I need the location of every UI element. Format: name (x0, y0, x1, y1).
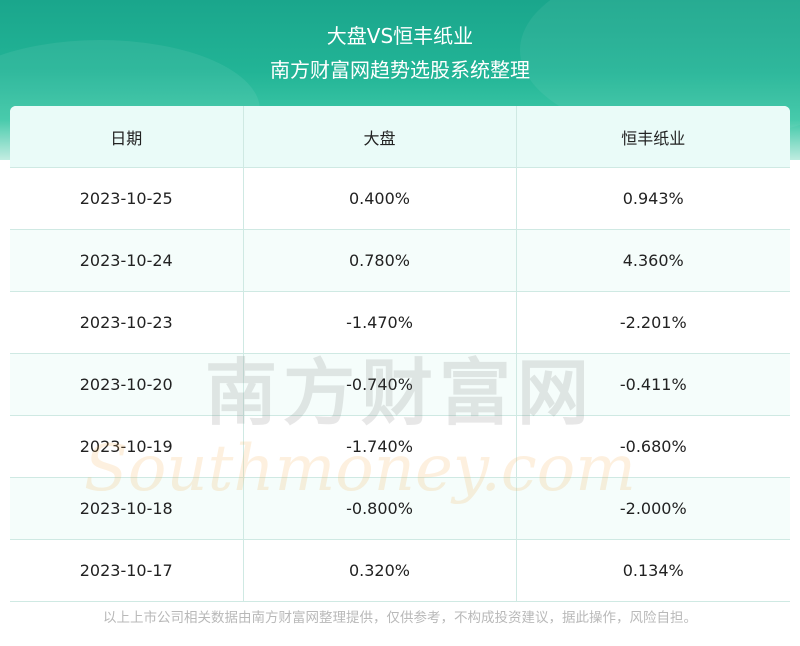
table-row: 2023-10-25 0.400% 0.943% (10, 167, 790, 230)
market-change-cell: -1.470% (243, 291, 517, 354)
table-row: 2023-10-24 0.780% 4.360% (10, 229, 790, 292)
market-change-cell: 0.400% (243, 167, 517, 230)
date-cell: 2023-10-23 (10, 291, 244, 354)
disclaimer-text: 以上上市公司相关数据由南方财富网整理提供，仅供参考，不构成投资建议，据此操作，风… (103, 610, 697, 626)
date-cell: 2023-10-17 (10, 539, 244, 602)
column-header-stock: 恒丰纸业 (516, 106, 790, 168)
market-change-cell: 0.780% (243, 229, 517, 292)
table-row: 2023-10-19 -1.740% -0.680% (10, 415, 790, 478)
stock-change-cell: 0.943% (516, 167, 790, 230)
market-change-cell: -0.800% (243, 477, 517, 540)
table-row: 2023-10-18 -0.800% -2.000% (10, 477, 790, 540)
date-cell: 2023-10-19 (10, 415, 244, 478)
stock-change-cell: -0.680% (516, 415, 790, 478)
date-cell: 2023-10-24 (10, 229, 244, 292)
column-header-market: 大盘 (243, 106, 517, 168)
stock-change-cell: 0.134% (516, 539, 790, 602)
table-row: 2023-10-20 -0.740% -0.411% (10, 353, 790, 416)
stock-change-cell: -0.411% (516, 353, 790, 416)
page-title: 大盘VS恒丰纸业 (326, 24, 474, 48)
market-change-cell: -0.740% (243, 353, 517, 416)
market-change-cell: -1.740% (243, 415, 517, 478)
column-header-date: 日期 (10, 106, 244, 168)
table-row: 2023-10-17 0.320% 0.134% (10, 539, 790, 602)
date-cell: 2023-10-18 (10, 477, 244, 540)
stock-change-cell: -2.000% (516, 477, 790, 540)
stock-change-cell: -2.201% (516, 291, 790, 354)
stock-change-cell: 4.360% (516, 229, 790, 292)
comparison-card: 日期 大盘 恒丰纸业 2023-10-25 0.400% 0.943% 2023… (10, 106, 790, 602)
date-cell: 2023-10-20 (10, 353, 244, 416)
market-change-cell: 0.320% (243, 539, 517, 602)
table-header-row: 日期 大盘 恒丰纸业 (10, 106, 790, 168)
table-row: 2023-10-23 -1.470% -2.201% (10, 291, 790, 354)
date-cell: 2023-10-25 (10, 167, 244, 230)
comparison-table: 日期 大盘 恒丰纸业 2023-10-25 0.400% 0.943% 2023… (10, 106, 790, 602)
page-subtitle: 南方财富网趋势选股系统整理 (270, 58, 530, 82)
